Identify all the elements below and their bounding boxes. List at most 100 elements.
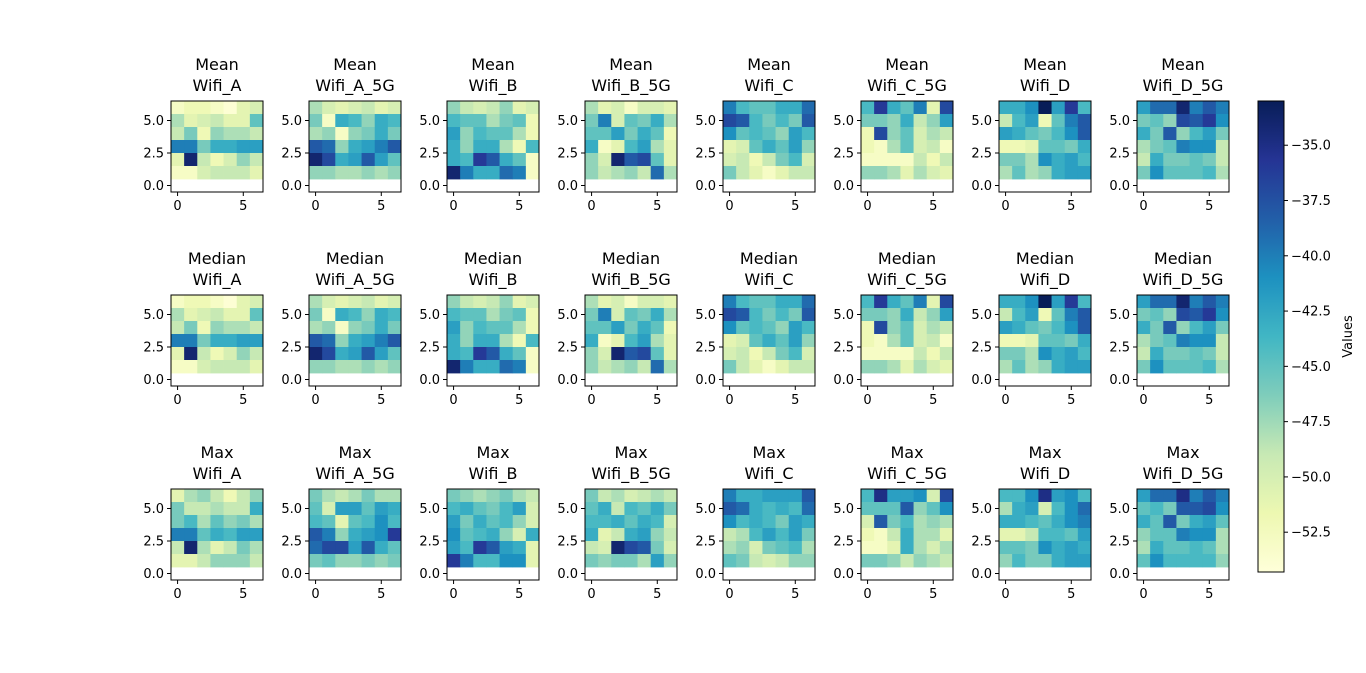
- x-tick-label: 5: [929, 199, 937, 214]
- heatmap-cell: [887, 541, 901, 555]
- heatmap-cell: [926, 153, 941, 167]
- panel-title-stat: Mean: [471, 55, 515, 74]
- heatmap-cell: [197, 127, 211, 141]
- heatmap-cell: [611, 308, 625, 322]
- panel-title-network: Wifi_C: [744, 76, 793, 96]
- heatmap-cell: [387, 321, 402, 335]
- heatmap-cell: [762, 515, 776, 529]
- heatmap-cell: [486, 360, 500, 374]
- heatmap-cell: [585, 334, 599, 348]
- heatmap-cell: [749, 528, 763, 542]
- heatmap-cell: [1202, 295, 1217, 309]
- heatmap-cell: [749, 334, 763, 348]
- axes-frame: [584, 488, 678, 581]
- heatmap-cell: [663, 308, 678, 322]
- x-tick-label: 5: [791, 199, 799, 214]
- panel-title-network: Wifi_B_5G: [591, 464, 671, 484]
- heatmap-cell: [197, 541, 211, 555]
- heatmap-cell: [736, 140, 750, 154]
- heatmap-cell: [788, 502, 803, 516]
- heatmap-cell: [1038, 308, 1052, 322]
- heatmap-cell: [801, 515, 816, 529]
- heatmap-cell: [939, 334, 954, 348]
- panel-title-stat: Median: [188, 249, 246, 268]
- heatmap-cell: [309, 541, 323, 555]
- heatmap-cell: [663, 515, 678, 529]
- heatmap-cell: [913, 515, 928, 529]
- heatmap-cell: [387, 360, 402, 374]
- heatmap-cell: [637, 502, 652, 516]
- heatmap-cell: [499, 140, 514, 154]
- heatmap-cell: [663, 101, 678, 115]
- heatmap-cell: [999, 101, 1013, 115]
- heatmap-cell: [512, 360, 527, 374]
- heatmap-cell: [460, 308, 474, 322]
- y-tick-label: 5.0: [419, 308, 440, 323]
- y-tick-label: 5.0: [143, 502, 164, 517]
- heatmap-cell: [322, 554, 336, 568]
- heatmap-cell: [171, 140, 185, 154]
- heatmap-cell: [762, 554, 776, 568]
- heatmap-cell: [460, 114, 474, 128]
- heatmap-cell: [926, 541, 941, 555]
- heatmap-cell: [1202, 334, 1217, 348]
- panel-title-network: Wifi_D: [1020, 270, 1070, 290]
- y-tick-label: 5.0: [143, 114, 164, 129]
- panel-grid: Mean Wifi_A 0 5 0.0 2.5 5.0 Mean Wifi_A_5G 0 5 0.0 2…: [143, 55, 1230, 602]
- heatmap-cell: [223, 101, 238, 115]
- heatmap-cell: [926, 347, 941, 361]
- heatmap-cell: [801, 541, 816, 555]
- heatmap-cell: [512, 153, 527, 167]
- heatmap-cell: [499, 308, 514, 322]
- y-tick-label: 5.0: [1109, 308, 1130, 323]
- heatmap-cell: [197, 489, 211, 503]
- heatmap-cell: [460, 554, 474, 568]
- heatmap-cell: [1051, 166, 1066, 180]
- heatmap-cell: [775, 308, 790, 322]
- panel-title-stat: Mean: [1161, 55, 1205, 74]
- heatmap-cell: [335, 166, 349, 180]
- heatmap-cell: [171, 515, 185, 529]
- heatmap-cell: [1051, 489, 1066, 503]
- heatmap-cell: [1051, 554, 1066, 568]
- heatmap-cell: [861, 347, 875, 361]
- heatmap-cell: [1012, 308, 1026, 322]
- heatmap-panel: Max Wifi_D 0 5 0.0 2.5 5.0: [971, 443, 1092, 602]
- heatmap-cell: [999, 541, 1013, 555]
- heatmap-cell: [1064, 515, 1079, 529]
- heatmap-cell: [348, 153, 362, 167]
- colorbar-tick-label: −37.5: [1291, 194, 1331, 209]
- heatmap-cell: [624, 360, 638, 374]
- heatmap-cell: [598, 101, 612, 115]
- heatmap-cell: [322, 360, 336, 374]
- heatmap-cell: [387, 554, 402, 568]
- heatmap-cell: [762, 140, 776, 154]
- heatmap-cell: [762, 502, 776, 516]
- heatmap-cell: [1137, 347, 1151, 361]
- heatmap-cell: [1215, 360, 1230, 374]
- heatmap-cell: [598, 347, 612, 361]
- panel-title-network: Wifi_D: [1020, 76, 1070, 96]
- heatmap-cell: [249, 554, 264, 568]
- heatmap-cell: [473, 515, 487, 529]
- x-tick-label: 5: [239, 587, 247, 602]
- heatmap-cell: [1012, 528, 1026, 542]
- heatmap-cell: [486, 166, 500, 180]
- y-tick-label: 2.5: [695, 341, 716, 356]
- heatmap-cell: [637, 554, 652, 568]
- heatmap-cell: [236, 295, 251, 309]
- heatmap-cell: [348, 334, 362, 348]
- y-tick-label: 2.5: [419, 147, 440, 162]
- y-tick-label: 0.0: [557, 179, 578, 194]
- panel-title-network: Wifi_C_5G: [867, 464, 947, 484]
- heatmap-cell: [775, 321, 790, 335]
- heatmap-cell: [788, 166, 803, 180]
- heatmap-cell: [525, 127, 540, 141]
- heatmap-cell: [387, 515, 402, 529]
- heatmap-cell: [939, 515, 954, 529]
- heatmap-cell: [1064, 502, 1079, 516]
- heatmap-cell: [387, 166, 402, 180]
- heatmap-panel: Max Wifi_D_5G 0 5 0.0 2.5 5.0: [1109, 443, 1230, 602]
- heatmap-cell: [473, 347, 487, 361]
- axes-frame: [998, 294, 1092, 387]
